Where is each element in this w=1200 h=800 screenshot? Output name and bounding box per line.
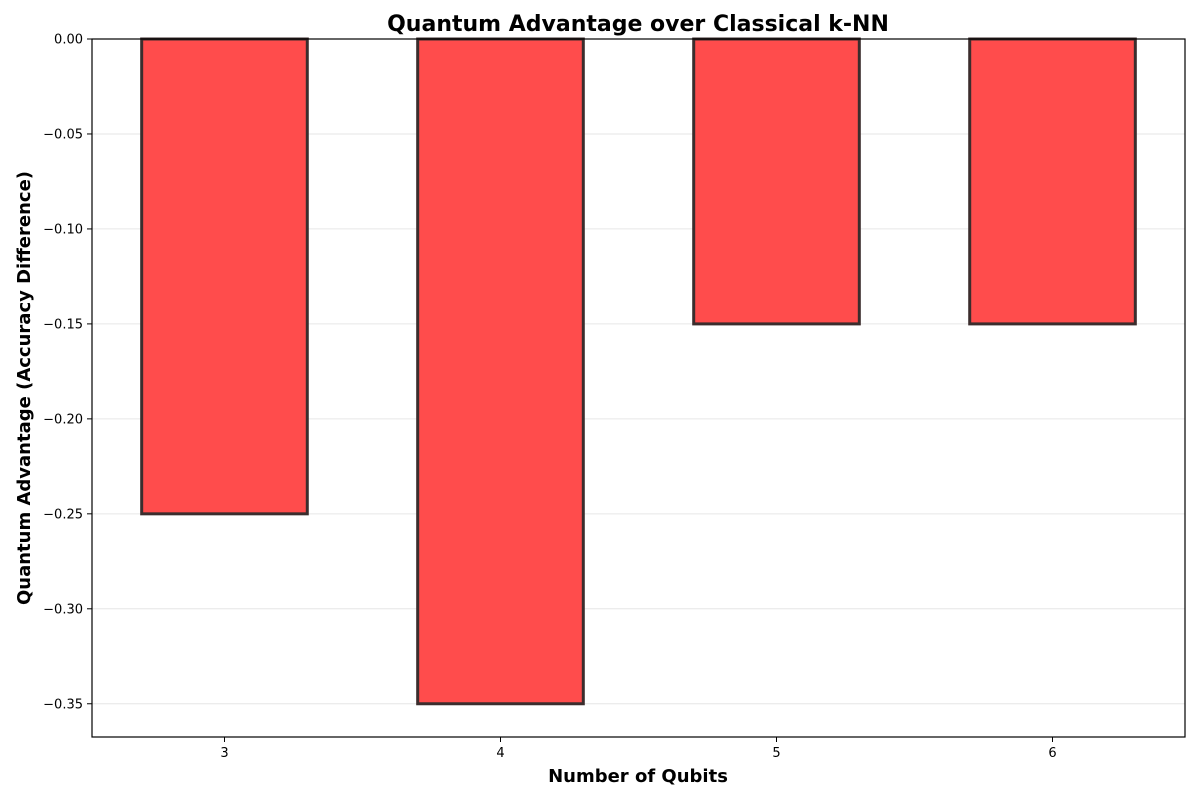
y-tick-label: −0.10 <box>43 222 83 237</box>
x-tick-label: 3 <box>220 746 228 761</box>
bar-3 <box>140 37 309 516</box>
bar-6 <box>968 37 1137 326</box>
x-axis-label: Number of Qubits <box>548 766 728 787</box>
x-tick-label: 5 <box>772 746 780 761</box>
y-ticks: 0.00 −0.05 −0.10 −0.15 −0.20 −0.25 −0.30 −0.35 <box>43 33 92 712</box>
y-tick-label: −0.30 <box>43 602 83 617</box>
bar-4 <box>416 37 585 706</box>
chart-title: Quantum Advantage over Classical k-NN <box>387 12 889 37</box>
plot-frame <box>91 38 1186 738</box>
axes <box>91 38 1186 738</box>
x-tick-label: 6 <box>1048 746 1056 761</box>
bar-5 <box>692 37 861 326</box>
y-tick-label: −0.35 <box>43 697 83 712</box>
x-ticks: 3 4 5 6 <box>220 737 1057 761</box>
y-tick-label: −0.15 <box>43 317 83 332</box>
y-tick-label: −0.25 <box>43 507 83 522</box>
bars <box>140 37 1137 706</box>
y-tick-label: −0.05 <box>43 127 83 142</box>
y-tick-label: 0.00 <box>54 33 83 48</box>
y-tick-label: −0.20 <box>43 412 83 427</box>
x-tick-label: 4 <box>496 746 504 761</box>
y-axis-label: Quantum Advantage (Accuracy Difference) <box>14 171 35 605</box>
